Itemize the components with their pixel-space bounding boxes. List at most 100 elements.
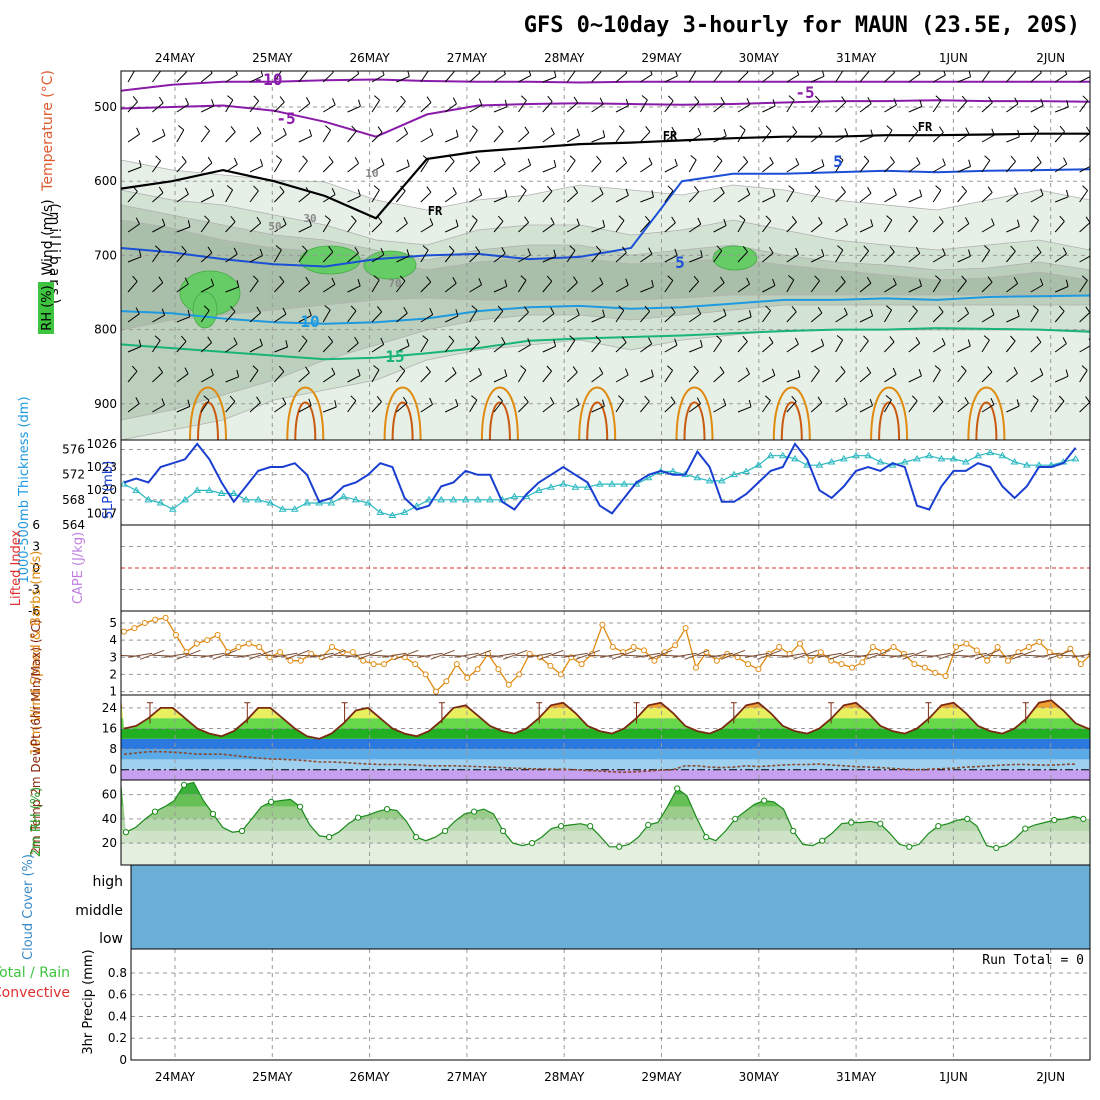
wind-barb <box>810 165 825 173</box>
wind-barb <box>810 75 825 83</box>
wind-barb-feather <box>919 99 923 107</box>
wind-barb <box>615 284 629 293</box>
y-tick-label: 1017 <box>86 506 117 520</box>
contour-label: 15 <box>385 347 404 366</box>
wind-barb-feather <box>671 126 676 134</box>
wind-barb <box>908 400 918 413</box>
wind-speed-point <box>443 678 450 685</box>
wind-barb <box>932 100 942 113</box>
wind-barb-feather <box>988 96 993 103</box>
wind-barb <box>469 251 481 263</box>
wind-barb <box>1006 103 1019 113</box>
wind-barb-feather <box>1017 219 1020 227</box>
wind-barb-feather <box>795 157 800 165</box>
wind-barb <box>615 220 625 233</box>
wind-barb <box>957 133 970 143</box>
wind-barb-feather <box>840 365 846 373</box>
wind-barb <box>599 652 625 658</box>
wind-barb-feather <box>135 397 140 404</box>
wind-barb-feather <box>671 216 676 224</box>
y-tick-label: 8 <box>109 742 117 756</box>
wind-barb-feather <box>1059 305 1065 312</box>
isotherm-line <box>121 168 1090 268</box>
wind-barb <box>981 339 990 353</box>
wind-barb-feather <box>690 155 697 161</box>
wind-barb <box>298 340 308 353</box>
wind-barb <box>664 344 678 353</box>
wind-barb <box>957 345 971 353</box>
wind-barb-feather <box>422 335 429 341</box>
wind-barb-feather <box>282 307 287 315</box>
wind-barb-feather <box>595 335 601 342</box>
wind-barb <box>396 165 410 173</box>
wind-barb-feather <box>667 95 674 102</box>
wind-barb-feather <box>1017 129 1020 137</box>
wind-barb-feather <box>990 397 995 405</box>
wind-barb-feather <box>674 248 678 256</box>
wind-barb-feather <box>211 99 215 107</box>
wind-barb-feather <box>553 249 557 257</box>
wind-barb <box>225 163 238 173</box>
wind-barb <box>1006 340 1016 353</box>
wind-barb <box>444 193 457 203</box>
wind-barb <box>902 649 927 660</box>
wind-barb <box>212 649 237 660</box>
wind-barb-feather <box>1062 337 1067 344</box>
wind-barb <box>1079 312 1090 323</box>
wind-barb <box>176 373 189 383</box>
contour-label: 70 <box>388 277 401 290</box>
wind-barb-feather <box>644 305 650 312</box>
wind-barb-feather <box>916 157 921 164</box>
wind-barb <box>542 166 556 173</box>
wind-barb <box>420 191 432 203</box>
wind-barb <box>225 99 234 113</box>
wind-barb-feather <box>547 95 553 102</box>
wind-barb <box>127 191 138 203</box>
rh-point <box>645 821 652 829</box>
wind-barb <box>640 400 650 413</box>
wind-barb <box>908 310 918 323</box>
wind-barb <box>957 223 970 233</box>
thickness-point <box>876 458 885 465</box>
wind-barb <box>786 189 795 203</box>
wind-barb <box>200 652 225 658</box>
thickness-point <box>473 495 482 503</box>
y-tick-label: 0 <box>32 561 40 575</box>
wind-barb-feather <box>1065 279 1069 287</box>
y-tick-label: 3 <box>32 540 40 554</box>
wind-barb-feather <box>324 215 331 221</box>
wind-barb-feather <box>569 155 576 161</box>
wind-barb <box>981 102 993 113</box>
warm-contour <box>878 401 901 440</box>
wind-speed-point <box>495 666 502 673</box>
wind-barb <box>859 103 872 113</box>
wind-barb <box>493 375 507 383</box>
wind-barb <box>518 222 529 233</box>
wind-barb-feather <box>915 336 921 344</box>
wind-barb <box>883 130 893 143</box>
wind-barb-feather <box>1085 216 1090 223</box>
bottom-date-label: 27MAY <box>447 1070 488 1084</box>
wind-barb-feather <box>161 308 166 316</box>
wind-speed-point <box>693 664 699 671</box>
wind-barb-feather <box>357 368 361 376</box>
wind-barb-feather <box>938 126 944 133</box>
wind-barb-feather <box>139 160 142 168</box>
wind-barb-feather <box>547 185 553 192</box>
wind-barb-feather <box>602 309 605 317</box>
wind-barb-feather <box>504 369 508 377</box>
wind-barb-feather <box>354 157 360 164</box>
wind-barb-feather <box>772 99 776 107</box>
wind-barb <box>152 102 164 113</box>
wind-barb-feather <box>618 395 624 401</box>
wind-barb-feather <box>331 187 336 195</box>
thickness-point <box>461 495 470 503</box>
wind-barb <box>1030 194 1044 203</box>
wind-barb-feather <box>772 189 776 197</box>
wind-barb <box>884 341 895 353</box>
wind-barb <box>932 401 944 413</box>
wind-speed-point <box>578 661 585 668</box>
wind-barb <box>225 253 238 263</box>
wind-barb <box>396 255 410 263</box>
wind-barb <box>152 135 166 143</box>
